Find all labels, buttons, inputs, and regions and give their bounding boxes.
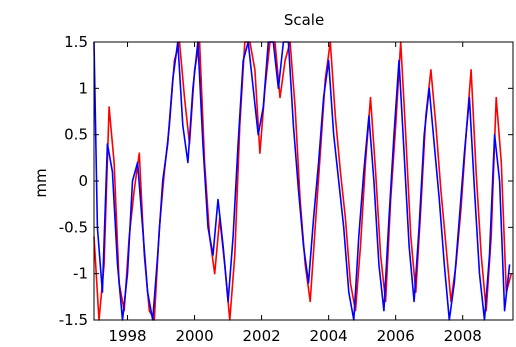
x-tick-label: 2000 [175, 327, 213, 345]
y-tick-label: -1 [73, 265, 88, 283]
x-tick-label: 2008 [444, 327, 482, 345]
x-tick-label: 2002 [243, 327, 281, 345]
y-tick-label: 1.5 [64, 33, 88, 51]
x-tick-label: 1998 [108, 327, 146, 345]
x-tick-label: 2004 [310, 327, 348, 345]
y-tick-label: 0.5 [64, 126, 88, 144]
y-tick-label: 1 [78, 79, 88, 97]
chart-title: Scale [284, 11, 324, 29]
y-tick-label: -1.5 [59, 311, 88, 329]
x-tick-label: 2006 [377, 327, 415, 345]
y-axis-label: mm [32, 168, 50, 197]
y-tick-label: 0 [78, 172, 88, 190]
y-tick-label: -0.5 [59, 218, 88, 236]
